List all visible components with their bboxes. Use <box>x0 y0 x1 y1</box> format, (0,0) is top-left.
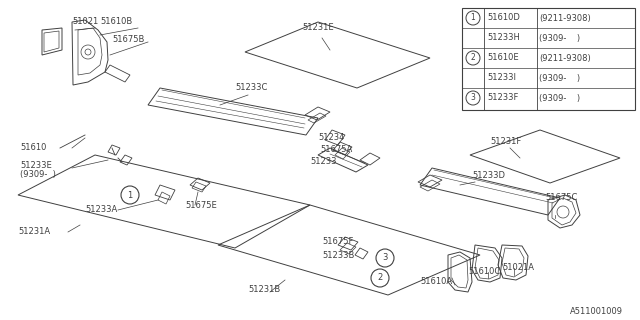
Text: 51233E: 51233E <box>20 161 52 170</box>
Text: 3: 3 <box>470 93 476 102</box>
Text: 51610D: 51610D <box>487 13 520 22</box>
Text: 1: 1 <box>127 190 132 199</box>
Text: (9309-  ): (9309- ) <box>20 171 56 180</box>
Text: 51233D: 51233D <box>472 171 505 180</box>
Text: 51233F: 51233F <box>487 93 518 102</box>
Bar <box>462 8 635 110</box>
Text: (9309-    ): (9309- ) <box>539 93 580 102</box>
Text: A511001009: A511001009 <box>570 308 623 316</box>
Text: 3: 3 <box>382 253 388 262</box>
Text: 51610A: 51610A <box>420 277 452 286</box>
Text: 51233: 51233 <box>310 157 337 166</box>
Text: 51231A: 51231A <box>18 228 50 236</box>
Text: 51610E: 51610E <box>487 53 518 62</box>
Text: (9211-9308): (9211-9308) <box>539 13 591 22</box>
Text: 51675C: 51675C <box>545 194 577 203</box>
Text: 51610B: 51610B <box>100 18 132 27</box>
Text: 51233C: 51233C <box>235 84 268 92</box>
Text: 51233A: 51233A <box>85 205 117 214</box>
Text: 51231B: 51231B <box>248 285 280 294</box>
Text: 51233I: 51233I <box>487 74 516 83</box>
Text: (9309-    ): (9309- ) <box>539 34 580 43</box>
Text: 51233B: 51233B <box>322 251 355 260</box>
Text: 51675B: 51675B <box>112 36 145 44</box>
Text: (9309-    ): (9309- ) <box>539 74 580 83</box>
Text: 51675E: 51675E <box>185 201 217 210</box>
Text: 2: 2 <box>470 53 476 62</box>
Text: 51234: 51234 <box>318 133 344 142</box>
Text: 51021A: 51021A <box>502 263 534 273</box>
Text: 1: 1 <box>470 13 476 22</box>
Text: 51675A: 51675A <box>320 146 352 155</box>
Text: 51021: 51021 <box>72 18 99 27</box>
Text: 51233H: 51233H <box>487 34 520 43</box>
Text: 2: 2 <box>378 274 383 283</box>
Text: 51610C: 51610C <box>468 268 500 276</box>
Text: 51610: 51610 <box>20 143 46 153</box>
Text: 51231F: 51231F <box>490 138 521 147</box>
Text: 51231E: 51231E <box>302 23 333 33</box>
Text: 51675F: 51675F <box>322 237 353 246</box>
Text: (9211-9308): (9211-9308) <box>539 53 591 62</box>
